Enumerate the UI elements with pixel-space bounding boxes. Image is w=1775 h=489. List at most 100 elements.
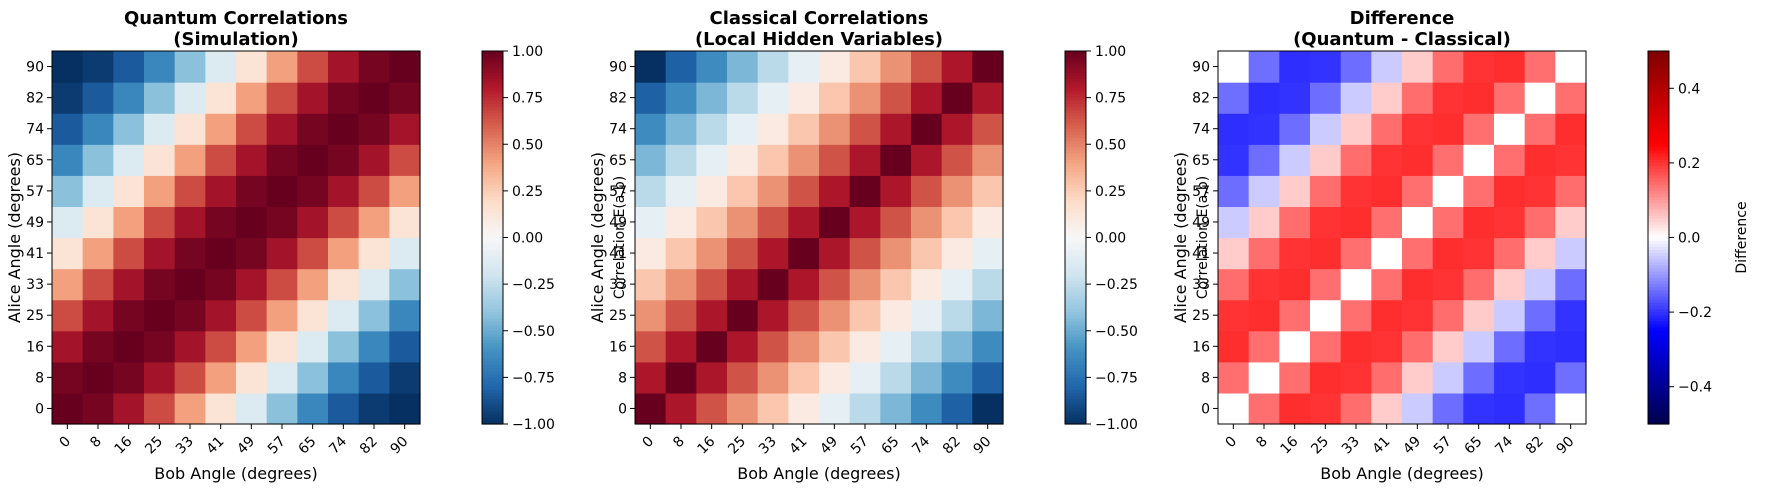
colorbar-segment bbox=[1065, 178, 1086, 183]
colorbar-segment bbox=[482, 166, 503, 170]
colorbar-segment bbox=[482, 51, 503, 55]
heatmap-cell bbox=[1218, 51, 1250, 83]
colorbar-segment bbox=[1648, 340, 1669, 344]
colorbar-segment bbox=[1065, 411, 1086, 416]
heatmap-cell bbox=[880, 361, 912, 394]
heatmap-cell bbox=[297, 51, 329, 83]
panel-3: 0 8 16 25 33 41 49 57 65 74 82 90081625334149576574… bbox=[1171, 8, 1750, 483]
heatmap-cell bbox=[1218, 144, 1250, 176]
heatmap-cell bbox=[52, 113, 84, 145]
heatmap-cell bbox=[665, 330, 697, 363]
colorbar-segment bbox=[1648, 287, 1669, 291]
colorbar-tick-label: 0.0 bbox=[1678, 231, 1700, 247]
colorbar-segment bbox=[1648, 116, 1669, 120]
heatmap-cell bbox=[389, 237, 421, 270]
heatmap-cell bbox=[972, 113, 1004, 145]
heatmap-cell bbox=[941, 206, 973, 239]
heatmap-cell bbox=[727, 392, 759, 425]
colorbar-segment bbox=[1065, 349, 1086, 354]
colorbar-segment bbox=[1065, 51, 1086, 55]
heatmap-cell bbox=[266, 361, 298, 394]
heatmap-cell bbox=[727, 361, 759, 394]
colorbar-segment bbox=[482, 125, 503, 130]
heatmap-cell bbox=[635, 144, 667, 176]
heatmap-cell bbox=[297, 268, 329, 301]
heatmap-cell bbox=[297, 392, 329, 425]
heatmap-cell bbox=[174, 82, 206, 114]
colorbar-segment bbox=[1648, 420, 1669, 425]
heatmap-cell bbox=[880, 299, 912, 332]
heatmap-cell bbox=[972, 361, 1004, 394]
heatmap-cell bbox=[205, 113, 237, 145]
colorbar-segment bbox=[1065, 66, 1086, 71]
colorbar-segment bbox=[1648, 274, 1669, 279]
colorbar-segment bbox=[482, 85, 503, 89]
colorbar-segment bbox=[1648, 368, 1669, 372]
colorbar-segment bbox=[1065, 377, 1086, 382]
colorbar-segment bbox=[482, 78, 503, 83]
heatmap-cell bbox=[1310, 144, 1342, 176]
heatmap-cell bbox=[757, 299, 789, 332]
colorbar-segment bbox=[1065, 405, 1086, 410]
heatmap-cell bbox=[1555, 175, 1587, 208]
x-tick-label: 33 bbox=[756, 434, 780, 458]
heatmap-cell bbox=[52, 82, 84, 114]
heatmap-cell bbox=[389, 144, 421, 176]
x-tick-label: 8 bbox=[670, 434, 688, 452]
x-tick-label: 16 bbox=[1278, 433, 1302, 457]
colorbar-segment bbox=[1065, 296, 1086, 301]
colorbar-segment bbox=[1065, 206, 1086, 211]
heatmap-cell bbox=[1432, 361, 1464, 394]
colorbar-segment bbox=[1648, 414, 1669, 419]
heatmap-cell bbox=[389, 51, 421, 83]
heatmap-cell bbox=[1279, 268, 1311, 301]
colorbar-segment bbox=[482, 100, 503, 105]
heatmap-cell bbox=[911, 361, 943, 394]
heatmap-cell bbox=[727, 144, 759, 176]
heatmap-cell bbox=[1371, 175, 1403, 208]
heatmap-cell bbox=[1432, 51, 1464, 83]
colorbar-segment bbox=[482, 346, 503, 350]
colorbar-segment bbox=[1648, 60, 1669, 65]
colorbar-segment bbox=[482, 172, 503, 176]
colorbar-segment bbox=[1065, 144, 1086, 148]
colorbar-segment bbox=[1065, 364, 1086, 369]
heatmap-cell bbox=[757, 51, 789, 83]
colorbar-segment bbox=[482, 256, 503, 260]
heatmap-cell bbox=[819, 206, 851, 239]
heatmap-cell bbox=[389, 175, 421, 208]
heatmap-cell bbox=[911, 268, 943, 301]
heatmap-cell bbox=[1555, 51, 1587, 83]
chart-title: Classical Correlations bbox=[710, 8, 929, 29]
colorbar-segment bbox=[1648, 134, 1669, 139]
heatmap-cell bbox=[757, 392, 789, 425]
colorbar-segment bbox=[482, 116, 503, 120]
colorbar-tick-label: 1.00 bbox=[1095, 44, 1126, 60]
heatmap-cell bbox=[236, 237, 268, 270]
colorbar-segment bbox=[482, 206, 503, 211]
heatmap-cell bbox=[1494, 268, 1526, 301]
heatmap-cell bbox=[113, 175, 145, 208]
x-tick-label: 82 bbox=[357, 434, 381, 458]
heatmap-cell bbox=[788, 51, 820, 83]
colorbar-segment bbox=[1648, 333, 1669, 338]
colorbar-segment bbox=[1648, 181, 1669, 186]
heatmap-cell bbox=[1248, 113, 1280, 145]
heatmap-cell bbox=[1555, 113, 1587, 145]
heatmap-cell bbox=[1340, 237, 1372, 270]
heatmap-cell bbox=[941, 51, 973, 83]
heatmap-cell bbox=[1279, 361, 1311, 394]
colorbar-segment bbox=[482, 72, 503, 77]
heatmap-cell bbox=[1432, 330, 1464, 363]
heatmap-cell bbox=[358, 392, 390, 425]
y-tick-label: 0 bbox=[1201, 401, 1210, 417]
colorbar-segment bbox=[482, 386, 503, 391]
heatmap-cell bbox=[1371, 299, 1403, 332]
y-tick-label: 74 bbox=[26, 122, 44, 138]
heatmap-cell bbox=[1432, 113, 1464, 145]
y-tick-label: 57 bbox=[26, 184, 44, 200]
colorbar-segment bbox=[1065, 85, 1086, 89]
colorbar-segment bbox=[1065, 94, 1086, 99]
colorbar-segment bbox=[1648, 209, 1669, 214]
heatmap-cell bbox=[941, 175, 973, 208]
